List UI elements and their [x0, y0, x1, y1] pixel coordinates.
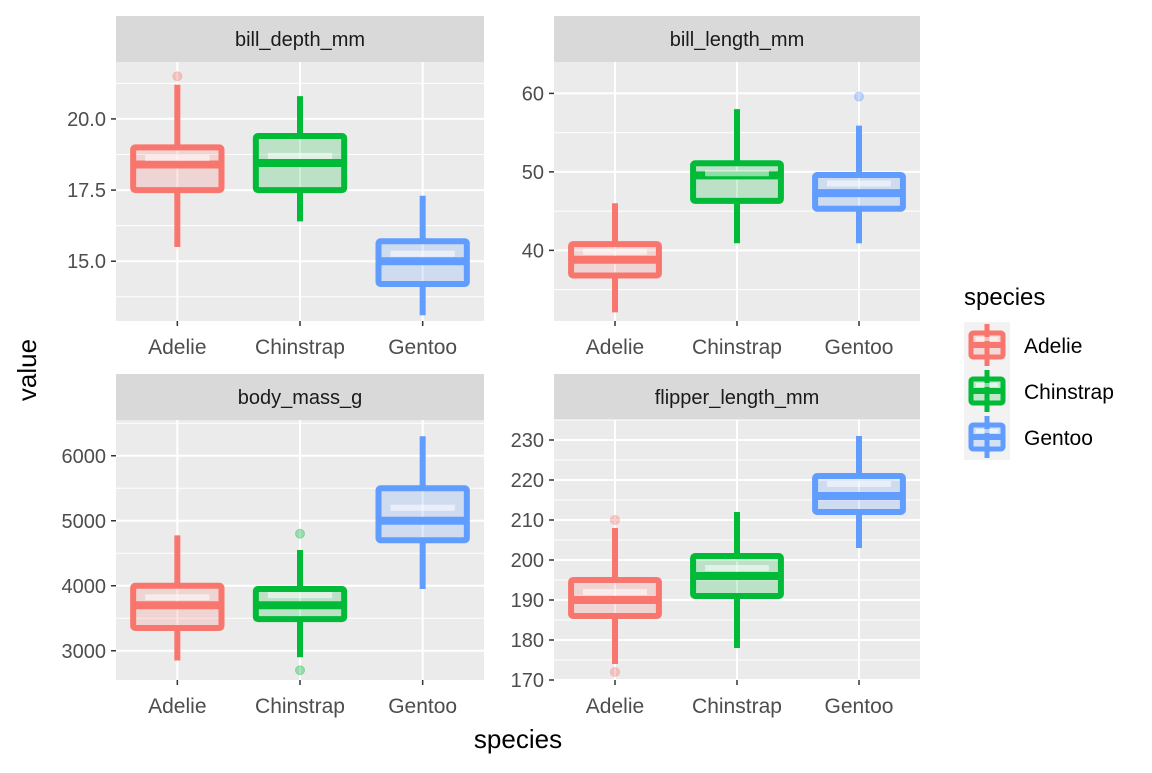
facet-strip-label: bill_length_mm — [670, 29, 805, 51]
legend: species Adelie Chinstrap Gentoo — [964, 284, 1114, 460]
x-tick-label: Chinstrap — [692, 336, 782, 359]
box-Gentoo — [812, 91, 906, 244]
facet-panel-bill_length_mm: bill_length_mm 40 50 60 Adelie Chinstrap Gento… — [522, 16, 920, 359]
outlier-point — [295, 528, 305, 539]
x-tick-label: Adelie — [148, 695, 206, 718]
x-tick-label: Chinstrap — [692, 695, 782, 718]
x-tick-label: Chinstrap — [255, 336, 345, 359]
outlier-point — [854, 91, 864, 102]
y-tick-label: 220 — [511, 470, 544, 492]
facet-strip — [116, 16, 484, 62]
y-tick-label: 180 — [511, 630, 544, 652]
box-body — [690, 160, 784, 204]
legend-label: Adelie — [1024, 335, 1082, 358]
legend-key-Adelie: Adelie — [964, 322, 1082, 368]
x-tick-label: Gentoo — [388, 695, 457, 718]
facet-strip-label: bill_depth_mm — [235, 29, 365, 51]
x-tick-label: Gentoo — [825, 336, 894, 359]
facet-panel-body_mass_g: body_mass_g 3000 4000 5000 6000 Adelie Chinstr… — [62, 374, 484, 718]
y-tick-label: 170 — [511, 670, 544, 692]
legend-title: species — [964, 284, 1045, 311]
facet-strip-label: flipper_length_mm — [655, 387, 820, 409]
box-Adelie — [130, 71, 225, 247]
y-tick-label: 4000 — [62, 576, 107, 598]
x-tick-label: Chinstrap — [255, 695, 345, 718]
box-Adelie — [568, 515, 662, 677]
legend-label: Chinstrap — [1024, 381, 1114, 404]
box-Chinstrap — [690, 109, 784, 244]
box-Gentoo — [812, 436, 906, 548]
x-axis-label: species — [474, 724, 562, 754]
x-tick-label: Adelie — [586, 695, 644, 718]
box-Chinstrap — [252, 528, 348, 676]
y-tick-label: 200 — [511, 550, 544, 572]
facet-strip-label: body_mass_g — [238, 387, 363, 409]
box-Adelie — [130, 535, 225, 661]
y-tick-label: 5000 — [62, 511, 107, 533]
box-Adelie — [568, 203, 662, 313]
facet-panels: bill_depth_mm 15.0 17.5 20.0 Adelie Chinstrap… — [62, 16, 920, 718]
box-body — [375, 485, 470, 544]
box-Gentoo — [375, 436, 470, 589]
x-tick-label: Adelie — [148, 336, 206, 359]
x-tick-label: Gentoo — [388, 336, 457, 359]
outlier-point — [295, 665, 305, 676]
facet-strip — [116, 374, 484, 420]
y-tick-label: 230 — [511, 430, 544, 452]
y-tick-label: 50 — [522, 162, 544, 184]
y-tick-label: 17.5 — [67, 180, 106, 202]
legend-key-Chinstrap: Chinstrap — [964, 368, 1114, 414]
x-tick-label: Adelie — [586, 336, 644, 359]
legend-key-Gentoo: Gentoo — [964, 414, 1093, 460]
y-tick-label: 6000 — [62, 446, 107, 468]
y-tick-label: 210 — [511, 510, 544, 532]
x-tick-label: Gentoo — [825, 695, 894, 718]
y-tick-label: 15.0 — [67, 251, 106, 273]
outlier-point — [610, 515, 620, 525]
facet-panel-bill_depth_mm: bill_depth_mm 15.0 17.5 20.0 Adelie Chinstrap… — [67, 16, 484, 359]
facet-panel-flipper_length_mm: flipper_length_mm 170 180 190 200 210 220 230 Ad… — [511, 374, 920, 718]
y-tick-label: 190 — [511, 590, 544, 612]
y-tick-label: 60 — [522, 83, 544, 105]
box-Chinstrap — [252, 96, 348, 222]
y-axis-label: value — [12, 339, 42, 401]
facet-strip — [554, 374, 920, 420]
legend-label: Gentoo — [1024, 427, 1093, 450]
outlier-point — [610, 667, 620, 677]
facet-strip — [554, 16, 920, 62]
y-tick-label: 20.0 — [67, 109, 106, 131]
y-tick-label: 3000 — [62, 641, 107, 663]
box-Gentoo — [375, 195, 470, 316]
y-tick-label: 40 — [522, 240, 544, 262]
outlier-point — [172, 71, 183, 82]
box-body — [130, 144, 225, 194]
box-Chinstrap — [690, 512, 784, 648]
